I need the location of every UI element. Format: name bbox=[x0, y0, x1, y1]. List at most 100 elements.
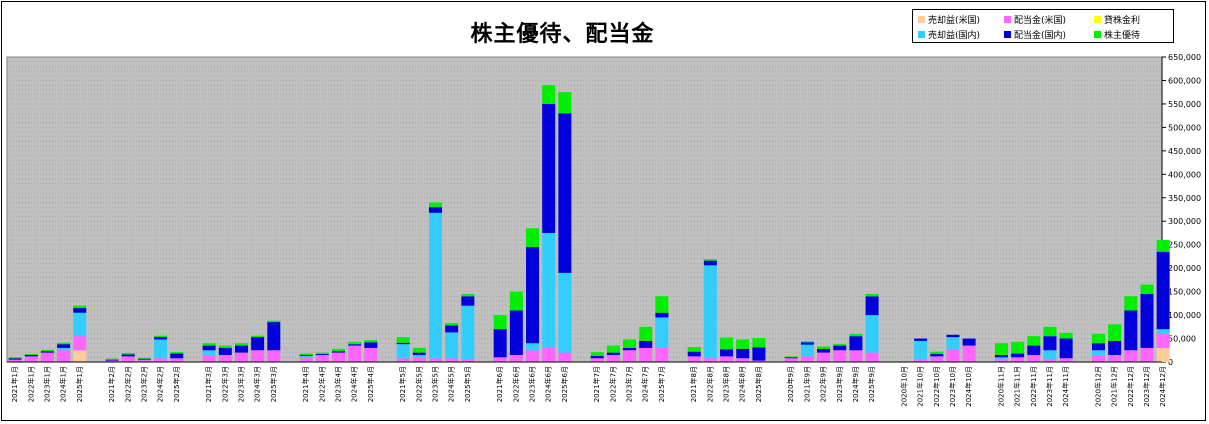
bar-segment-div_jp bbox=[558, 113, 572, 273]
bar-segment-div_jp bbox=[946, 334, 960, 338]
x-tick-label: 2022年9月 bbox=[819, 366, 828, 402]
bar-segment-div_jp bbox=[348, 344, 362, 346]
bar-segment-div_jp bbox=[655, 312, 669, 318]
y-tick-label: 450,000 bbox=[1168, 147, 1201, 156]
bar-segment-div_us bbox=[251, 350, 265, 362]
x-tick-label: 2021年1月 bbox=[10, 366, 19, 402]
x-tick-label: 2025年7月 bbox=[657, 366, 666, 402]
bar-segment-yutai bbox=[137, 357, 151, 359]
bar-segment-div_us bbox=[542, 347, 556, 362]
bar-segment-div_us bbox=[655, 347, 669, 362]
bar-segment-sale_jp bbox=[461, 305, 475, 360]
bar-segment-yutai bbox=[1091, 333, 1105, 344]
bar-segment-div_us bbox=[1108, 354, 1122, 362]
bar-segment-div_jp bbox=[121, 354, 135, 357]
legend-swatch-sale-jp bbox=[918, 31, 925, 38]
legend-item-sale-us: 売却益(米国) bbox=[918, 12, 1004, 27]
bar-segment-sale_jp bbox=[73, 312, 87, 337]
bar-segment-div_us bbox=[202, 354, 216, 362]
bar-segment-yutai bbox=[8, 357, 22, 359]
legend-swatch-div-us bbox=[1004, 16, 1011, 23]
bar-segment-div_jp bbox=[1011, 353, 1025, 358]
legend-item-lend: 貸株金利 bbox=[1094, 12, 1174, 27]
bar-segment-yutai bbox=[817, 346, 831, 349]
bar-segment-sale_jp bbox=[865, 315, 879, 353]
y-tick-label: 600,000 bbox=[1168, 76, 1201, 85]
bar-segment-div_us bbox=[509, 354, 523, 362]
bar-segment-sale_jp bbox=[558, 272, 572, 353]
x-tick-label: 2024年7月 bbox=[641, 366, 650, 402]
x-tick-label: 2022年2月 bbox=[123, 366, 132, 402]
bar-segment-div_us bbox=[348, 345, 362, 362]
bar-segment-yutai bbox=[412, 347, 426, 353]
x-tick-label: 2025年1月 bbox=[75, 366, 84, 402]
x-tick-label: 2025年4月 bbox=[366, 366, 375, 402]
x-tick-label: 2023年4月 bbox=[333, 366, 342, 402]
bar-segment-div_jp bbox=[461, 296, 475, 306]
bar-segment-div_jp bbox=[105, 359, 119, 361]
legend-label-yutai: 株主優待 bbox=[1104, 31, 1141, 41]
bar-segment-sale_jp bbox=[202, 350, 216, 355]
bar-segment-yutai bbox=[105, 358, 119, 360]
bar-segment-yutai bbox=[1043, 326, 1057, 337]
x-tick-label: 2025年9月 bbox=[867, 366, 876, 402]
bar-segment-div_jp bbox=[833, 345, 847, 351]
x-tick-label: 2021年3月 bbox=[204, 366, 213, 402]
legend-label-lend: 貸株金利 bbox=[1104, 16, 1141, 26]
bar-segment-yutai bbox=[1027, 336, 1041, 346]
bar-segment-yutai bbox=[429, 202, 443, 208]
x-tick-label: 2021年12月 bbox=[1110, 366, 1119, 407]
bar-segment-div_us bbox=[849, 350, 863, 362]
bar-segment-sale_jp bbox=[994, 357, 1008, 360]
x-tick-label: 2024年9月 bbox=[851, 366, 860, 402]
bar-segment-div_jp bbox=[493, 329, 507, 358]
bar-segment-yutai bbox=[121, 353, 135, 355]
x-tick-label: 2021年11月 bbox=[1013, 366, 1022, 407]
bar-segment-div_us bbox=[137, 359, 151, 362]
bar-segment-div_us bbox=[267, 350, 281, 362]
bar-segment-yutai bbox=[348, 341, 362, 345]
bar-segment-yutai bbox=[736, 339, 750, 349]
bar-segment-yutai bbox=[865, 293, 879, 297]
bar-segment-div_jp bbox=[137, 358, 151, 360]
legend-swatch-div-jp bbox=[1004, 31, 1011, 38]
bar-segment-yutai bbox=[687, 346, 701, 352]
bar-segment-yutai bbox=[396, 337, 410, 343]
bar-segment-div_us bbox=[526, 350, 540, 362]
bar-segment-div_us bbox=[946, 348, 960, 362]
bar-segment-sale_jp bbox=[154, 339, 168, 359]
bar-segment-div_us bbox=[170, 358, 184, 362]
x-tick-label: 2024年8月 bbox=[738, 366, 747, 402]
x-tick-label: 2021年4月 bbox=[301, 366, 310, 402]
bar-segment-div_us bbox=[1043, 359, 1057, 362]
bar-segment-div_us bbox=[1124, 350, 1138, 362]
legend-item-yutai: 株主優待 bbox=[1094, 27, 1174, 42]
bar-segment-sale_us bbox=[1156, 347, 1170, 362]
x-tick-label: 2024年3月 bbox=[253, 366, 262, 402]
bar-segment-div_jp bbox=[299, 354, 313, 356]
bar-segment-div_us bbox=[315, 354, 329, 362]
bar-segment-div_jp bbox=[1059, 338, 1073, 359]
bar-segment-yutai bbox=[720, 337, 734, 350]
bar-segment-yutai bbox=[1156, 240, 1170, 252]
bar-segment-div_us bbox=[364, 347, 378, 362]
bar-segment-div_us bbox=[800, 356, 814, 362]
bar-segment-div_jp bbox=[800, 342, 814, 345]
bar-segment-yutai bbox=[331, 348, 345, 352]
bar-segment-yutai bbox=[784, 356, 798, 358]
x-tick-label: 2023年3月 bbox=[236, 366, 245, 402]
bar-segment-div_jp bbox=[784, 357, 798, 359]
bar-segment-div_jp bbox=[1140, 293, 1154, 348]
bar-segment-div_jp bbox=[73, 308, 87, 313]
x-tick-label: 2024年5月 bbox=[447, 366, 456, 402]
x-tick-label: 2022年1月 bbox=[26, 366, 35, 402]
bar-segment-yutai bbox=[267, 320, 281, 323]
bar-segment-div_us bbox=[1011, 357, 1025, 362]
bar-segment-div_us bbox=[73, 336, 87, 351]
x-tick-label: 2020年12月 bbox=[1093, 366, 1102, 407]
bar-segment-yutai bbox=[1108, 324, 1122, 341]
bar-segment-div_us bbox=[590, 358, 604, 362]
bar-segment-div_us bbox=[1059, 358, 1073, 362]
x-tick-label: 2021年9月 bbox=[802, 366, 811, 402]
legend-swatch-yutai bbox=[1094, 31, 1101, 38]
